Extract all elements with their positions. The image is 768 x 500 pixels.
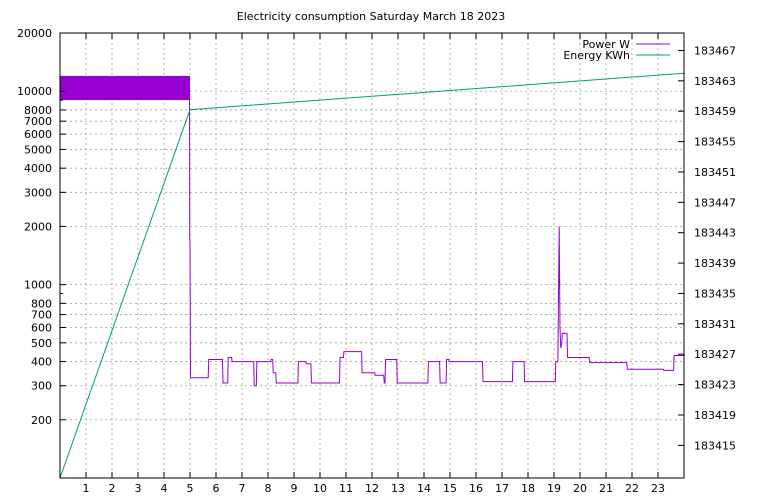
y-right-tick-label: 183467 bbox=[694, 44, 736, 57]
y-left-tick-label: 700 bbox=[31, 309, 52, 322]
x-tick-label: 10 bbox=[313, 482, 327, 495]
power-band-fill bbox=[60, 75, 190, 101]
y-left-tick-label: 800 bbox=[31, 297, 52, 310]
x-tick-label: 9 bbox=[291, 482, 298, 495]
y-left-tick-label: 5000 bbox=[24, 143, 52, 156]
y-right-tick-label: 183431 bbox=[694, 318, 736, 331]
x-tick-label: 11 bbox=[339, 482, 353, 495]
x-tick-label: 19 bbox=[547, 482, 561, 495]
chart-title: Electricity consumption Saturday March 1… bbox=[237, 10, 505, 23]
x-tick-label: 17 bbox=[495, 482, 509, 495]
x-tick-label: 20 bbox=[573, 482, 587, 495]
y-right-tick-label: 183451 bbox=[694, 166, 736, 179]
y-right-tick-label: 183463 bbox=[694, 75, 736, 88]
x-tick-label: 5 bbox=[187, 482, 194, 495]
y-right-tick-label: 183419 bbox=[694, 409, 736, 422]
legend-label: Power W bbox=[582, 38, 630, 51]
x-tick-label: 13 bbox=[391, 482, 405, 495]
y-left-tick-label: 6000 bbox=[24, 128, 52, 141]
series-layer bbox=[59, 72, 685, 479]
y-right-tick-label: 183443 bbox=[694, 227, 736, 240]
x-tick-label: 21 bbox=[599, 482, 613, 495]
y-left-tick-label: 4000 bbox=[24, 162, 52, 175]
y-left-tick-label: 200 bbox=[31, 414, 52, 427]
y-right-tick-label: 183455 bbox=[694, 136, 736, 149]
x-tick-label: 22 bbox=[625, 482, 639, 495]
y-right-tick-label: 183415 bbox=[694, 439, 736, 452]
series-line-power-w bbox=[188, 75, 684, 387]
power-band bbox=[60, 75, 190, 101]
y-right-tick-label: 183459 bbox=[694, 105, 736, 118]
x-tick-label: 8 bbox=[265, 482, 272, 495]
y-left-tick-label: 20000 bbox=[17, 27, 52, 40]
x-tick-label: 4 bbox=[161, 482, 168, 495]
x-tick-label: 1 bbox=[83, 482, 90, 495]
series-line-energy-kwh bbox=[59, 72, 685, 479]
y-right-tick-label: 183427 bbox=[694, 348, 736, 361]
x-tick-label: 23 bbox=[651, 482, 665, 495]
y-left-tick-label: 600 bbox=[31, 322, 52, 335]
y-left-tick-label: 500 bbox=[31, 337, 52, 350]
y-left-tick-label: 300 bbox=[31, 380, 52, 393]
y-right-tick-label: 183435 bbox=[694, 287, 736, 300]
x-tick-label: 14 bbox=[417, 482, 431, 495]
y-right-tick-label: 183447 bbox=[694, 196, 736, 209]
x-tick-label: 7 bbox=[239, 482, 246, 495]
x-tick-label: 16 bbox=[469, 482, 483, 495]
x-tick-label: 6 bbox=[213, 482, 220, 495]
y-left-tick-label: 10000 bbox=[17, 85, 52, 98]
x-axis: 1 2 3 4 5 6 7 8 9 10 11 12 13 14 15 16 17 18 19 20 21 22 23 bbox=[83, 33, 665, 495]
x-tick-label: 18 bbox=[521, 482, 535, 495]
y-right-tick-label: 183439 bbox=[694, 257, 736, 270]
x-tick-label: 12 bbox=[365, 482, 379, 495]
legend-label: Energy KWh bbox=[563, 49, 630, 62]
y-right-axis: 183415 183419 183423 183427 183431 183435 1834… bbox=[678, 44, 736, 452]
y-left-tick-label: 400 bbox=[31, 356, 52, 369]
x-tick-label: 3 bbox=[135, 482, 142, 495]
y-left-tick-label: 1000 bbox=[24, 279, 52, 292]
x-tick-label: 15 bbox=[443, 482, 457, 495]
x-tick-label: 2 bbox=[109, 482, 116, 495]
y-left-tick-label: 7000 bbox=[24, 115, 52, 128]
grid bbox=[60, 32, 684, 478]
y-left-tick-label: 8000 bbox=[24, 104, 52, 117]
y-left-tick-label: 2000 bbox=[24, 220, 52, 233]
y-left-tick-label: 3000 bbox=[24, 186, 52, 199]
y-right-tick-label: 183423 bbox=[694, 379, 736, 392]
